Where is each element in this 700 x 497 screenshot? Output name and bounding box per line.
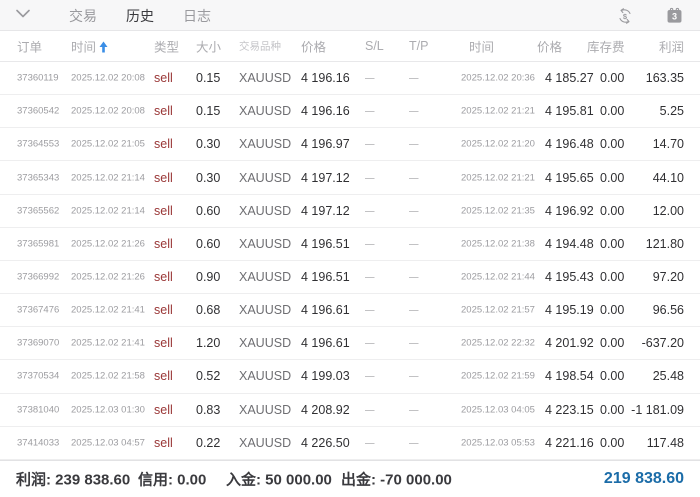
svg-text:3: 3 <box>672 12 677 22</box>
